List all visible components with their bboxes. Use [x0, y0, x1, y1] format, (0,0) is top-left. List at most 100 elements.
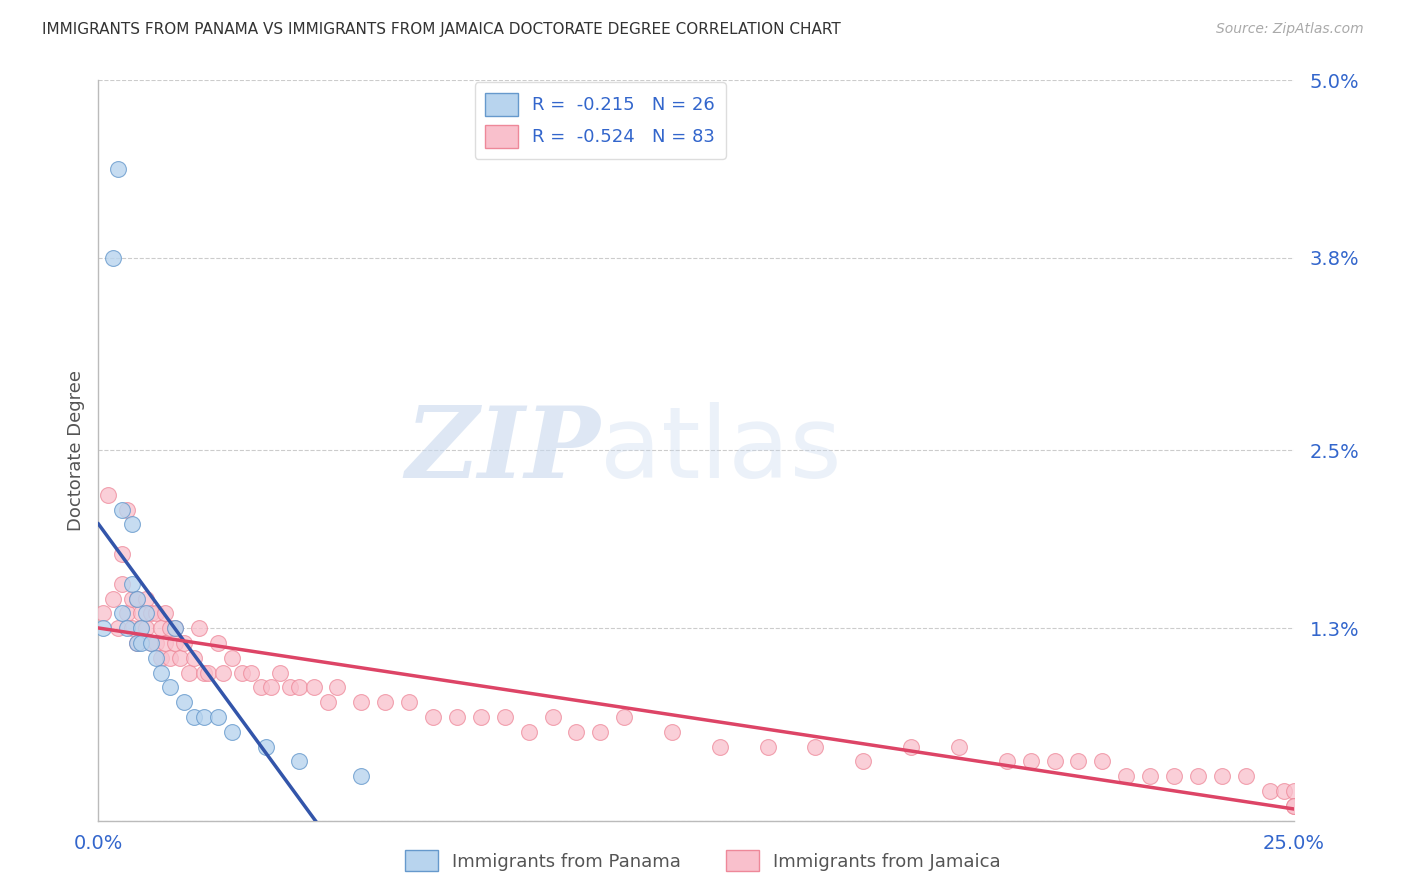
Point	[1272, 784, 1295, 798]
Point	[121, 591, 143, 606]
Point	[221, 724, 243, 739]
Point	[1139, 769, 1161, 783]
Legend: Immigrants from Panama, Immigrants from Jamaica: Immigrants from Panama, Immigrants from …	[398, 843, 1008, 879]
Point	[115, 621, 138, 635]
Point	[1019, 755, 1042, 769]
Point	[125, 636, 148, 650]
Point	[1163, 769, 1185, 783]
Point	[1211, 769, 1233, 783]
Point	[111, 607, 134, 621]
Point	[661, 724, 683, 739]
Point	[131, 621, 153, 635]
Point	[1091, 755, 1114, 769]
Point	[159, 681, 181, 695]
Point	[111, 547, 134, 561]
Point	[107, 162, 129, 177]
Point	[1282, 784, 1305, 798]
Point	[1115, 769, 1137, 783]
Point	[115, 502, 138, 516]
Point	[159, 621, 181, 635]
Point	[159, 650, 181, 665]
Point	[107, 621, 129, 635]
Point	[183, 650, 205, 665]
Point	[97, 488, 120, 502]
Point	[541, 710, 564, 724]
Point	[1187, 769, 1209, 783]
Point	[1067, 755, 1090, 769]
Point	[709, 739, 731, 754]
Point	[139, 607, 162, 621]
Point	[1282, 798, 1305, 813]
Point	[565, 724, 588, 739]
Point	[163, 621, 186, 635]
Point	[288, 755, 311, 769]
Point	[221, 650, 243, 665]
Text: atlas: atlas	[600, 402, 842, 499]
Point	[125, 591, 148, 606]
Point	[804, 739, 827, 754]
Point	[302, 681, 325, 695]
Point	[163, 621, 186, 635]
Point	[91, 607, 114, 621]
Point	[149, 621, 172, 635]
Point	[231, 665, 253, 680]
Point	[494, 710, 516, 724]
Point	[613, 710, 636, 724]
Point	[326, 681, 349, 695]
Point	[250, 681, 273, 695]
Point	[374, 695, 396, 709]
Point	[207, 710, 229, 724]
Point	[278, 681, 301, 695]
Point	[350, 695, 373, 709]
Point	[121, 517, 143, 532]
Point	[149, 650, 172, 665]
Point	[398, 695, 420, 709]
Point	[131, 636, 153, 650]
Point	[91, 621, 114, 635]
Point	[948, 739, 970, 754]
Point	[145, 636, 167, 650]
Point	[995, 755, 1018, 769]
Point	[121, 576, 143, 591]
Point	[1258, 784, 1281, 798]
Point	[254, 739, 277, 754]
Point	[135, 591, 157, 606]
Point	[852, 755, 875, 769]
Point	[446, 710, 468, 724]
Point	[756, 739, 779, 754]
Point	[145, 650, 167, 665]
Point	[1282, 798, 1305, 813]
Text: IMMIGRANTS FROM PANAMA VS IMMIGRANTS FROM JAMAICA DOCTORATE DEGREE CORRELATION C: IMMIGRANTS FROM PANAMA VS IMMIGRANTS FRO…	[42, 22, 841, 37]
Point	[145, 607, 167, 621]
Point	[173, 695, 195, 709]
Point	[115, 607, 138, 621]
Point	[1234, 769, 1257, 783]
Point	[187, 621, 209, 635]
Point	[135, 607, 157, 621]
Point	[211, 665, 233, 680]
Point	[183, 710, 205, 724]
Point	[121, 621, 143, 635]
Point	[350, 769, 373, 783]
Point	[125, 591, 148, 606]
Point	[517, 724, 540, 739]
Point	[240, 665, 263, 680]
Point	[155, 607, 177, 621]
Point	[131, 621, 153, 635]
Point	[101, 591, 124, 606]
Point	[1043, 755, 1066, 769]
Point	[193, 710, 215, 724]
Point	[139, 636, 162, 650]
Point	[125, 636, 148, 650]
Legend: R =  -0.215   N = 26, R =  -0.524   N = 83: R = -0.215 N = 26, R = -0.524 N = 83	[475, 82, 725, 159]
Point	[135, 621, 157, 635]
Text: Source: ZipAtlas.com: Source: ZipAtlas.com	[1216, 22, 1364, 37]
Text: ZIP: ZIP	[405, 402, 600, 499]
Point	[169, 650, 191, 665]
Point	[173, 636, 195, 650]
Point	[259, 681, 281, 695]
Point	[193, 665, 215, 680]
Point	[179, 665, 201, 680]
Point	[155, 636, 177, 650]
Point	[589, 724, 612, 739]
